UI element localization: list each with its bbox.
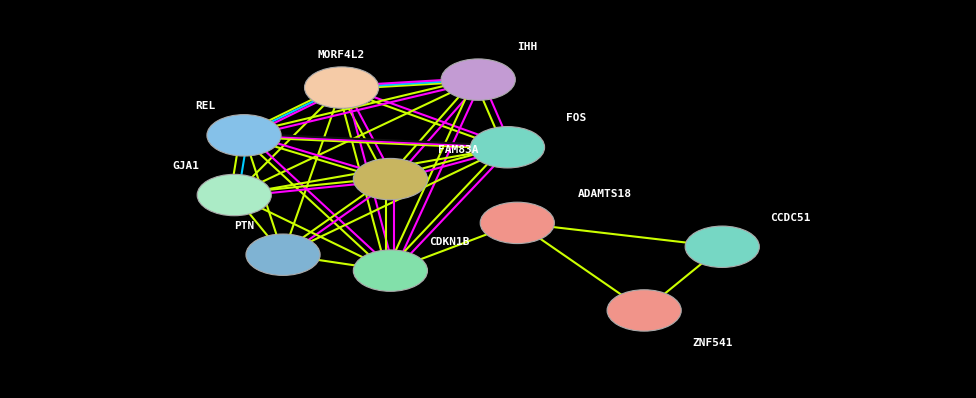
Text: PTN: PTN (234, 221, 254, 231)
Text: MORF4L2: MORF4L2 (318, 50, 365, 60)
Text: FOS: FOS (566, 113, 586, 123)
Ellipse shape (441, 59, 515, 100)
Text: GJA1: GJA1 (172, 161, 199, 171)
Ellipse shape (470, 127, 545, 168)
Text: FAM83A: FAM83A (438, 145, 479, 155)
Ellipse shape (207, 115, 281, 156)
Text: ADAMTS18: ADAMTS18 (578, 189, 632, 199)
Ellipse shape (305, 67, 379, 108)
Ellipse shape (197, 174, 271, 216)
Text: CDKN1B: CDKN1B (428, 237, 469, 247)
Ellipse shape (685, 226, 759, 267)
Text: ZNF541: ZNF541 (692, 338, 733, 348)
Ellipse shape (480, 202, 554, 244)
Ellipse shape (246, 234, 320, 275)
Text: REL: REL (195, 101, 215, 111)
Ellipse shape (607, 290, 681, 331)
Text: IHH: IHH (517, 42, 537, 52)
Ellipse shape (353, 158, 427, 200)
Text: CCDC51: CCDC51 (770, 213, 811, 223)
Ellipse shape (353, 250, 427, 291)
